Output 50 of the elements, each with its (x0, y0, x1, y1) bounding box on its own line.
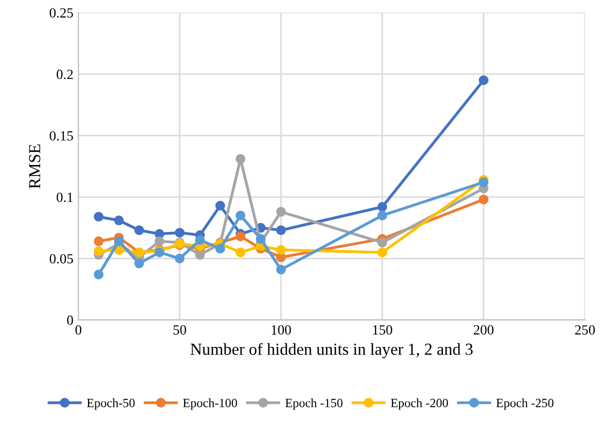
point (215, 200, 226, 210)
y-tick-label: 0 (67, 316, 73, 325)
x-tick-label: 0 (75, 325, 82, 335)
legend-label: Epoch -150 (285, 398, 343, 410)
point (215, 244, 226, 254)
point (154, 236, 164, 246)
legend-label: Epoch -250 (496, 398, 554, 410)
point (478, 194, 488, 204)
point (114, 216, 124, 226)
point (276, 245, 286, 255)
point (195, 250, 205, 260)
point (236, 247, 246, 258)
point (94, 236, 104, 246)
point (377, 202, 388, 212)
x-tick-label: 200 (474, 325, 494, 335)
legend-label: Epoch -200 (390, 398, 448, 410)
legend-label: Epoch-100 (183, 398, 238, 410)
point (174, 254, 185, 264)
point (256, 234, 266, 244)
y-axis-title: RMSE (29, 144, 40, 189)
point (94, 246, 104, 256)
point (236, 210, 246, 220)
x-axis-title: Number of hidden units in layer 1, 2 and 3 (190, 342, 473, 358)
point (174, 228, 185, 238)
x-tick-label: 250 (575, 325, 595, 335)
legend-label: Epoch-50 (86, 398, 135, 410)
point (134, 258, 144, 268)
point (276, 206, 286, 217)
point (134, 225, 144, 236)
point (94, 270, 104, 280)
point (478, 75, 488, 86)
point (236, 154, 246, 164)
point (276, 225, 286, 236)
point (377, 247, 388, 258)
point (114, 236, 124, 246)
point (276, 264, 286, 274)
point (478, 177, 488, 188)
point (195, 235, 205, 245)
point (236, 232, 246, 242)
point (377, 238, 388, 248)
point (377, 210, 388, 220)
y-tick-label: 0.2 (56, 70, 73, 80)
x-tick-label: 150 (373, 325, 392, 335)
y-tick-label: 0.15 (50, 131, 73, 141)
y-tick-label: 0.05 (50, 254, 73, 264)
y-tick-label: 0.25 (50, 8, 73, 18)
x-tick-label: 100 (272, 325, 291, 335)
x-tick-label: 50 (174, 325, 186, 335)
point (94, 212, 104, 222)
y-tick-label: 0.1 (56, 192, 73, 202)
